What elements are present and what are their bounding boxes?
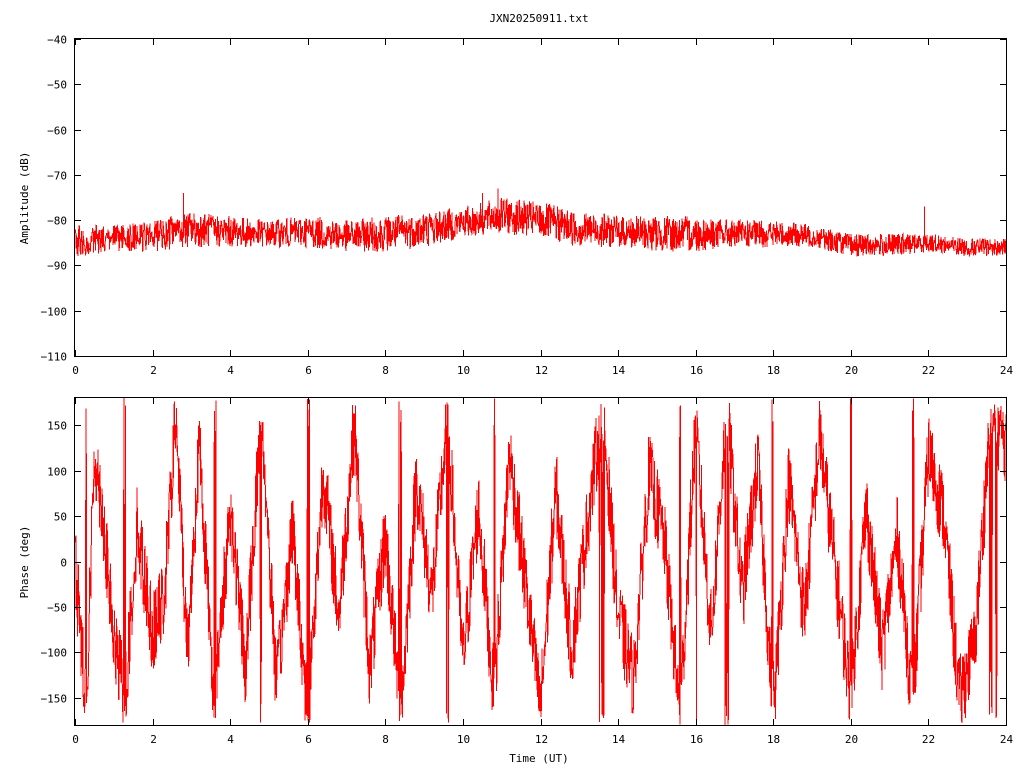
phase-y-tick-label: −50	[47, 602, 67, 615]
phase-y-tick-label: 50	[54, 511, 67, 524]
amplitude-y-tick-label: −50	[47, 79, 67, 92]
amplitude-y-tick-label: −100	[41, 306, 68, 319]
amplitude-x-tick-label: 20	[845, 364, 858, 377]
phase-x-axis-label: Time (UT)	[509, 752, 569, 765]
amplitude-plot-frame	[74, 38, 1007, 357]
amplitude-x-tick-label: 18	[767, 364, 780, 377]
phase-y-tick-label: 0	[60, 557, 67, 570]
amplitude-y-axis-label: Amplitude (dB)	[18, 152, 31, 245]
phase-x-tick-label: 4	[227, 733, 234, 746]
amplitude-x-tick-label: 22	[922, 364, 935, 377]
amplitude-x-tick-label: 24	[1000, 364, 1014, 377]
amplitude-series-line	[74, 197, 1007, 257]
amplitude-panel: −110−100−90−80−70−60−50−40 0 2 4 6 8 10 12 14 16…	[18, 34, 1013, 378]
phase-y-ticks: −150 −100 −50 0 50 100 150	[41, 420, 1006, 706]
phase-trace	[74, 397, 1007, 725]
amplitude-x-tick-label: 0	[72, 364, 79, 377]
phase-x-tick-label: 2	[150, 733, 157, 746]
amplitude-x-tick-label: 6	[305, 364, 312, 377]
phase-y-tick-label: −150	[41, 693, 68, 706]
phase-x-tick-label: 18	[767, 733, 780, 746]
phase-y-tick-label: 150	[47, 420, 67, 433]
amplitude-x-tick-label: 10	[457, 364, 470, 377]
amplitude-y-tick-label: −70	[47, 170, 67, 183]
amplitude-y-tick-label: −60	[47, 125, 67, 138]
phase-series-line	[74, 397, 1007, 725]
phase-x-tick-label: 8	[382, 733, 389, 746]
amplitude-y-tick-label: −80	[47, 215, 67, 228]
amplitude-y-tick-label: −110	[41, 351, 68, 364]
phase-x-tick-label: 0	[72, 733, 79, 746]
amplitude-trace	[74, 188, 1007, 257]
phase-x-tick-label: 12	[535, 733, 548, 746]
chart-title: JXN20250911.txt	[489, 12, 588, 25]
amplitude-x-tick-label: 8	[382, 364, 389, 377]
amplitude-x-tick-label: 14	[612, 364, 626, 377]
phase-y-tick-label: 100	[47, 466, 67, 479]
phase-x-tick-label: 16	[690, 733, 703, 746]
phase-x-tick-label: 20	[845, 733, 858, 746]
phase-y-tick-label: −100	[41, 647, 68, 660]
phase-y-axis-label: Phase (deg)	[18, 526, 31, 599]
phase-x-tick-label: 10	[457, 733, 470, 746]
phase-x-tick-label: 24	[1000, 733, 1014, 746]
phase-x-ticks: 0 2 4 6 8 10 12 14 16 18 20 22 24	[72, 398, 1013, 746]
amplitude-y-tick-label: −90	[47, 260, 67, 273]
amplitude-y-ticks: −110 −100 −90 −80 −70 −60 −50 −40	[41, 34, 1006, 364]
phase-x-tick-label: 6	[305, 733, 312, 746]
amplitude-x-tick-label: 16	[690, 364, 703, 377]
amplitude-y-tick-label: −40	[47, 34, 67, 47]
amplitude-x-tick-label: 4	[227, 364, 234, 377]
amplitude-x-tick-label: 2	[150, 364, 157, 377]
amplitude-x-tick-label: 12	[535, 364, 548, 377]
amplitude-x-ticks: 0 2 4 6 8 10 12 14 16 18 20 22 24	[72, 39, 1013, 377]
phase-plot-frame	[74, 397, 1007, 726]
phase-x-tick-label: 14	[612, 733, 626, 746]
phase-x-tick-label: 22	[922, 733, 935, 746]
